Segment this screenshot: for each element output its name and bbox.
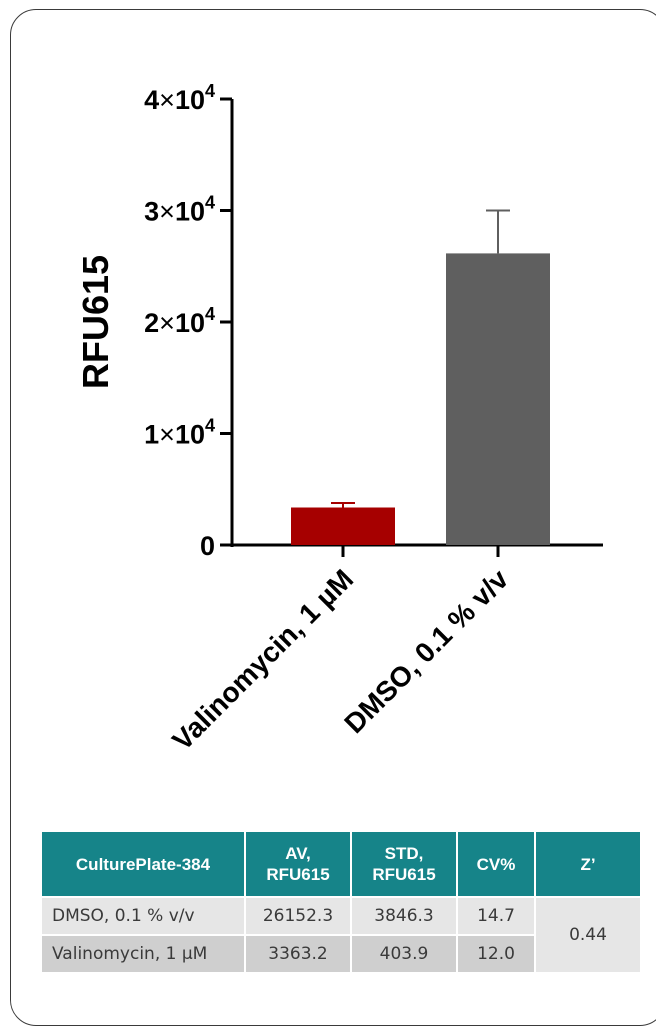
header-cv: CV% xyxy=(458,832,534,896)
y-tick-label: 1×104 xyxy=(144,416,215,450)
y-tick-label: 0 xyxy=(200,531,215,561)
x-tick-label: DMSO, 0.1 % v/v xyxy=(338,563,514,739)
header-std: STD, RFU615 xyxy=(352,832,456,896)
row-cv: 14.7 xyxy=(458,898,534,934)
row-name: Valinomycin, 1 μM xyxy=(42,936,244,972)
header-plate: CulturePlate-384 xyxy=(42,832,244,896)
row-av: 26152.3 xyxy=(246,898,350,934)
header-av: AV, RFU615 xyxy=(246,832,350,896)
x-tick-label: Valinomycin, 1 µM xyxy=(166,563,359,756)
row-cv: 12.0 xyxy=(458,936,534,972)
row-name: DMSO, 0.1 % v/v xyxy=(42,898,244,934)
y-tick-label: 2×104 xyxy=(144,304,215,338)
table-row: DMSO, 0.1 % v/v 26152.3 3846.3 14.7 0.44 xyxy=(42,898,640,972)
results-table: CulturePlate-384 AV, RFU615 STD, RFU615 CV… xyxy=(40,830,642,974)
header-z: Z’ xyxy=(536,832,640,896)
row-av: 3363.2 xyxy=(246,936,350,972)
table-header-row: CulturePlate-384 AV, RFU615 STD, RFU615 CV… xyxy=(42,832,640,896)
row-std: 3846.3 xyxy=(352,898,456,934)
row-std: 403.9 xyxy=(352,936,456,972)
bar-chart: RFU615 0 1×104 2×104 3×104 4×104 Valinomycin, … xyxy=(75,81,603,756)
bar xyxy=(446,253,550,545)
y-tick-label: 4×104 xyxy=(144,81,215,115)
bar xyxy=(291,507,395,545)
y-axis-label: RFU615 xyxy=(75,255,116,389)
y-tick-label: 3×104 xyxy=(144,193,215,227)
z-factor-value: 0.44 xyxy=(536,898,640,972)
table-row: Valinomycin, 1 μM 3363.2 403.9 12.0 xyxy=(42,936,640,972)
